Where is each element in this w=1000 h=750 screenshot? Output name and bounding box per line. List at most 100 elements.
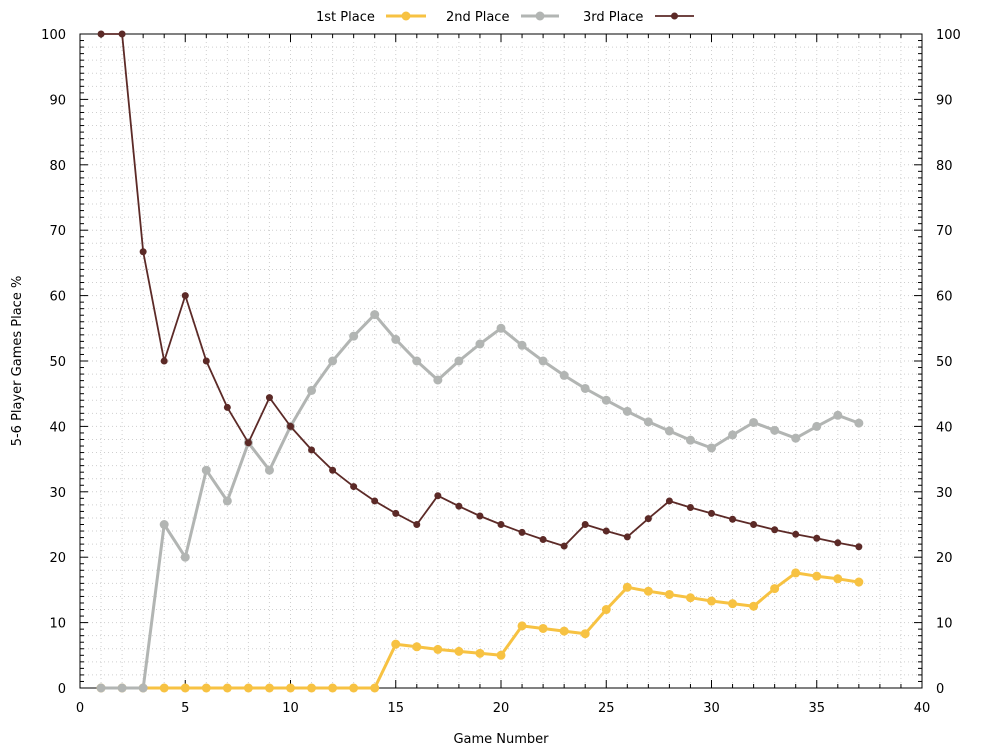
data-point	[833, 574, 843, 584]
data-point	[665, 497, 673, 505]
data-point	[392, 509, 400, 517]
y-tick-label-left: 30	[49, 486, 66, 501]
data-point	[622, 582, 632, 592]
data-point	[707, 596, 716, 606]
data-point	[749, 601, 759, 611]
data-point	[264, 465, 274, 475]
x-tick-label: 40	[914, 701, 931, 716]
data-point	[749, 417, 759, 427]
y-tick-label-right: 0	[936, 682, 944, 697]
data-point	[244, 439, 252, 447]
data-point	[539, 536, 547, 544]
data-point	[580, 629, 590, 639]
data-point	[792, 530, 800, 538]
plot-frame	[79, 33, 923, 689]
x-tick-label: 30	[703, 701, 720, 716]
data-point	[286, 683, 295, 693]
data-point	[202, 357, 210, 365]
data-point	[854, 577, 864, 587]
data-point	[412, 642, 422, 652]
y-tick-label-right: 60	[936, 290, 953, 305]
data-point	[455, 502, 463, 510]
data-point	[664, 426, 674, 436]
data-point	[328, 356, 338, 366]
data-point	[812, 571, 822, 581]
data-point	[771, 526, 779, 534]
x-tick-label: 0	[76, 701, 84, 716]
data-point	[201, 465, 211, 475]
y-tick-label-right: 90	[936, 93, 953, 108]
data-point	[496, 650, 506, 660]
data-point	[307, 683, 317, 693]
data-point	[159, 683, 169, 693]
y-tick-label-right: 70	[936, 224, 953, 239]
data-point	[581, 521, 589, 528]
data-point	[770, 425, 780, 435]
data-point	[729, 515, 737, 523]
legend-marker	[671, 12, 678, 20]
data-point	[623, 533, 631, 541]
data-point	[307, 385, 317, 395]
data-point	[538, 356, 548, 366]
data-point	[770, 584, 780, 594]
data-point	[791, 568, 801, 578]
y-tick-label-left: 0	[58, 682, 66, 697]
data-point	[855, 543, 863, 551]
data-point	[496, 323, 506, 333]
y-tick-label-left: 90	[49, 93, 66, 108]
data-point	[349, 331, 359, 341]
data-point	[308, 446, 316, 454]
data-point	[223, 403, 231, 411]
legend-label: 3rd Place	[583, 10, 643, 25]
data-point	[243, 683, 253, 693]
series-2	[96, 310, 864, 693]
data-point	[264, 683, 274, 693]
data-point	[602, 527, 610, 535]
data-point	[791, 433, 801, 443]
data-point	[708, 509, 715, 517]
data-point	[454, 356, 464, 366]
data-point	[180, 683, 190, 693]
data-point	[118, 30, 126, 38]
data-point	[644, 515, 652, 523]
data-point	[412, 356, 422, 366]
series-layer	[96, 30, 864, 693]
legend-marker	[535, 11, 545, 21]
x-axis-title: Game Number	[453, 732, 549, 747]
y-tick-label-right: 10	[936, 617, 953, 632]
y-tick-label-right: 100	[936, 28, 961, 43]
data-point	[601, 395, 611, 405]
series-3	[97, 30, 863, 551]
data-point	[518, 528, 526, 536]
data-point	[181, 292, 189, 300]
data-point	[433, 375, 443, 385]
data-point	[728, 430, 738, 440]
axis-ticks	[79, 33, 923, 689]
data-point	[138, 683, 148, 693]
y-tick-label-left: 100	[41, 28, 66, 43]
data-point	[371, 497, 379, 505]
x-tick-label: 35	[808, 701, 825, 716]
data-point	[580, 383, 590, 393]
data-point	[643, 417, 653, 427]
grid-lines	[80, 34, 922, 688]
data-point	[476, 512, 484, 520]
data-point	[686, 503, 694, 511]
data-point	[475, 648, 485, 658]
y-tick-label-left: 40	[49, 420, 66, 435]
y-tick-label-left: 10	[49, 617, 66, 632]
y-tick-label-left: 70	[49, 224, 66, 239]
data-point	[117, 683, 127, 693]
data-point	[433, 644, 443, 654]
data-point	[454, 646, 464, 656]
data-point	[222, 496, 232, 506]
data-point	[685, 593, 695, 603]
x-tick-label: 10	[282, 701, 299, 716]
data-point	[265, 394, 273, 402]
data-point	[517, 621, 527, 631]
data-point	[159, 520, 169, 529]
data-point	[497, 521, 505, 528]
data-point	[160, 357, 168, 365]
data-point	[329, 466, 337, 474]
data-point	[664, 589, 674, 599]
